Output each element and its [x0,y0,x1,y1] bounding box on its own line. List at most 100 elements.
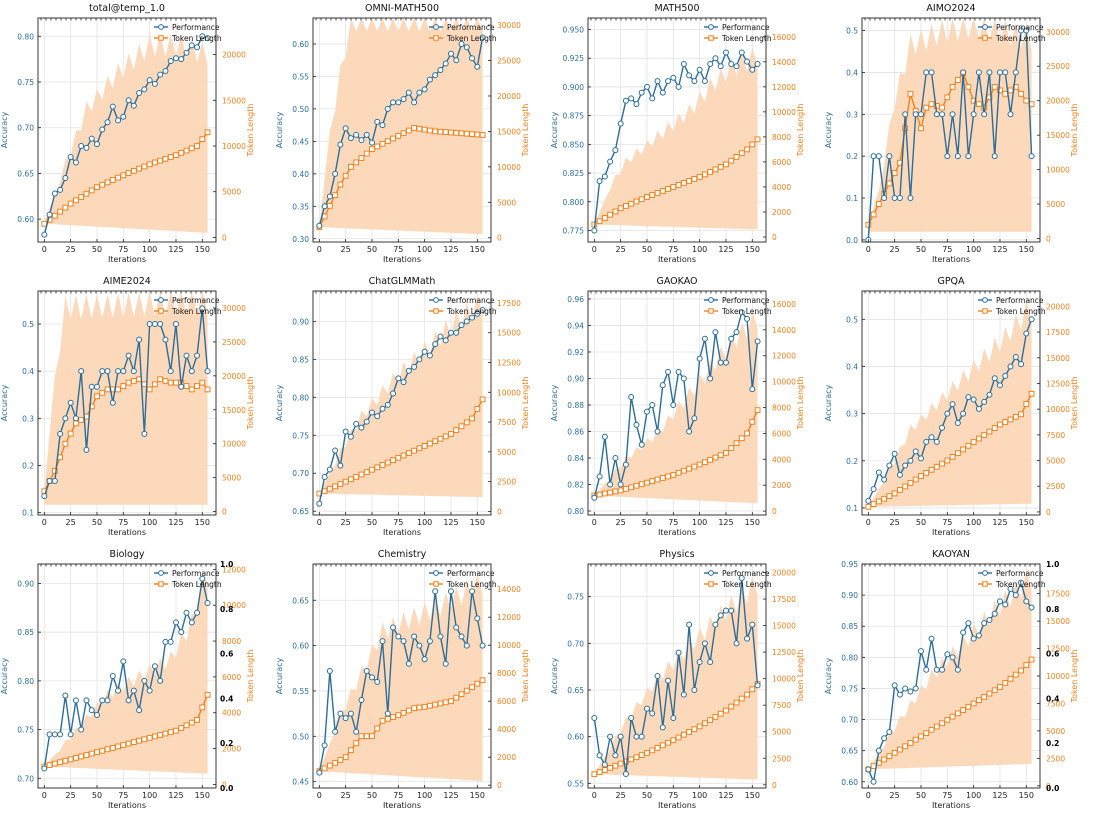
y2-tick-label: 12500 [1046,645,1070,654]
performance-point [358,697,365,704]
performance-point [970,635,977,642]
token-length-point [437,128,444,135]
performance-point [453,624,460,631]
x-tick-label: 150 [1019,245,1034,254]
performance-point [199,305,206,312]
x-tick-label: 150 [745,518,760,527]
token-length-point [469,131,475,138]
performance-point [628,394,635,401]
token-length-point [442,129,449,136]
y2-tick-label: 12000 [772,352,796,361]
token-length-point [448,698,454,705]
x-tick-label: 100 [417,518,432,527]
token-length-point [120,742,127,748]
y2-tick-label: 10000 [497,388,521,397]
performance-point [617,481,624,488]
subplot-title: Physics [659,549,694,560]
performance-point [744,635,751,642]
performance-point [654,78,661,85]
performance-point [754,338,761,345]
performance-point [954,666,961,673]
performance-point [612,455,619,462]
subplot-title: MATH500 [654,3,699,14]
token-length-point [680,180,687,186]
token-length-point [1007,675,1014,682]
token-length-point [907,90,914,97]
subplot-gpqa: 0 25 50 75 100 125 150 0.1 0.2 0.3 0.4 0.5 0 2500 5000… [824,276,1079,537]
token-length-point [194,717,200,723]
token-length-point [902,125,909,132]
y-tick-label: 0.80 [841,653,858,662]
performance-point [411,363,418,370]
x-tick-label: 0 [42,245,47,254]
performance-point [141,86,148,93]
performance-point [442,60,449,67]
token-length-point [109,744,116,751]
token-length-point [479,132,486,138]
y-tick-label: 0.70 [292,469,309,478]
token-length-point [432,128,439,135]
performance-point [665,368,672,375]
performance-point [384,710,391,717]
performance-point [722,359,729,366]
y-tick-label: 0.84 [567,454,584,463]
x-axis-label: Iterations [383,528,421,537]
token-length-point [865,221,872,228]
y2-axis-label: Token Length [796,377,805,431]
token-length-point [976,435,982,442]
y-tick-label: 0.60 [292,40,309,49]
performance-point [353,728,360,735]
x-tick-label: 75 [118,245,128,254]
performance-point [954,153,961,160]
y2-tick-label: 8000 [497,669,516,678]
performance-point [83,446,90,453]
legend-token-marker [433,35,439,41]
token-length-point [691,176,698,182]
token-length-point [130,167,137,174]
performance-point [954,420,961,427]
performance-point [447,329,454,336]
legend-token-label: Token Length [171,580,222,589]
performance-point [120,113,127,120]
token-length-point [986,690,993,697]
y2-tick-label: 5000 [772,728,791,737]
performance-point [628,95,635,102]
token-length-point [612,208,619,215]
performance-point [891,682,898,689]
token-length-point [991,687,998,694]
token-length-point [88,403,95,410]
x-tick-label: 50 [367,245,377,254]
token-length-point [442,699,449,706]
y2-tick-label: 0 [1046,508,1051,517]
token-length-point [865,503,872,510]
token-length-point [204,691,211,698]
token-length-point [617,205,624,212]
x-tick-label: 50 [642,791,652,800]
performance-point [643,408,650,415]
token-length-point [712,454,719,461]
performance-point [886,153,893,160]
token-length-point [167,729,174,735]
performance-point [870,778,877,785]
y2-tick-label: 2500 [772,754,791,763]
token-length-band [319,294,483,498]
token-length-point [1023,401,1030,407]
y-axis-label: Accuracy [275,111,284,148]
y-axis-label: Accuracy [0,657,9,694]
performance-point [72,415,79,422]
token-length-point [870,501,877,508]
performance-point [469,55,476,62]
performance-point [479,34,486,41]
performance-point [939,666,946,673]
token-length-point [675,182,682,188]
y2-tick-label: 30000 [1046,28,1070,37]
y3-tick-label: 0.8 [220,605,233,614]
performance-point [120,368,127,375]
performance-point [67,731,74,738]
performance-point [975,69,982,76]
token-length-point [949,84,956,90]
x-tick-label: 75 [668,791,678,800]
performance-point [960,629,967,636]
y-tick-label: 0.925 [563,54,585,63]
plot-frame [37,290,217,516]
